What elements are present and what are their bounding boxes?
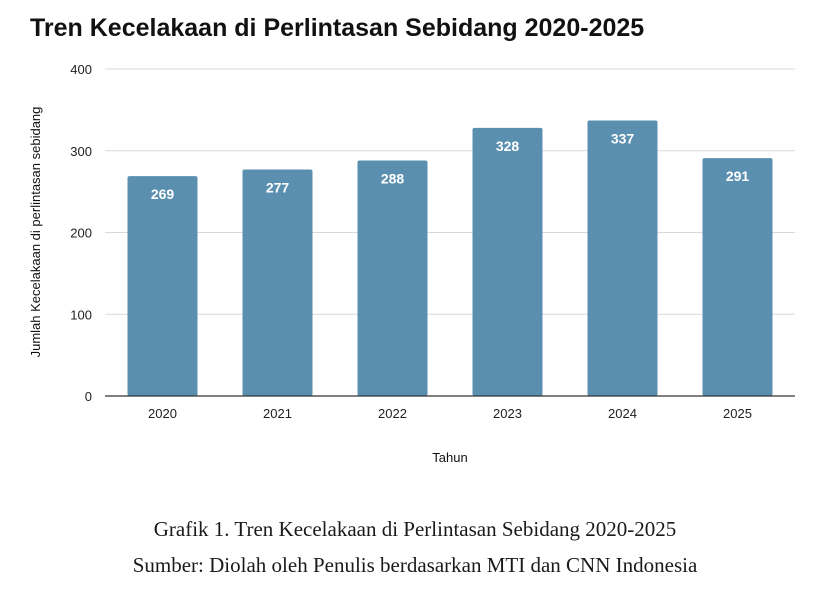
bar-2023 (472, 127, 543, 397)
gridlines (105, 68, 795, 315)
x-tick-label: 2022 (378, 406, 407, 421)
bars: 269 277 288 328 337 291 (127, 120, 773, 397)
bar-2022 (357, 160, 428, 396)
data-label: 337 (611, 131, 635, 147)
data-label: 288 (381, 171, 405, 187)
y-tick-label: 300 (70, 144, 92, 159)
y-tick-label: 0 (85, 389, 92, 404)
x-axis-ticks: 2020 2021 2022 2023 2024 2025 (148, 406, 752, 421)
bar-2021 (242, 169, 313, 396)
data-label: 277 (266, 180, 290, 196)
figure-source: Sumber: Diolah oleh Penulis berdasarkan … (132, 553, 698, 577)
x-tick-label: 2021 (263, 406, 292, 421)
chart-title: Tren Kecelakaan di Perlintasan Sebidang … (30, 14, 645, 42)
data-label: 291 (726, 168, 750, 184)
data-label: 328 (496, 138, 520, 154)
bar-2024 (587, 120, 658, 396)
x-tick-label: 2020 (148, 406, 177, 421)
y-axis-ticks: 0 100 200 300 400 (70, 62, 92, 404)
y-axis-title: Jumlah Kecelakaan di perlintasan sebidan… (28, 107, 43, 358)
x-tick-label: 2025 (723, 406, 752, 421)
y-tick-label: 400 (70, 62, 92, 77)
x-tick-label: 2024 (608, 406, 637, 421)
data-label: 269 (151, 186, 175, 202)
figure-caption: Grafik 1. Tren Kecelakaan di Perlintasan… (153, 517, 677, 541)
x-axis-title: Tahun (432, 450, 467, 465)
x-tick-label: 2023 (493, 406, 522, 421)
bar-2020 (127, 176, 198, 396)
bar-2025 (702, 158, 773, 396)
y-tick-label: 100 (70, 307, 92, 322)
y-tick-label: 200 (70, 226, 92, 241)
